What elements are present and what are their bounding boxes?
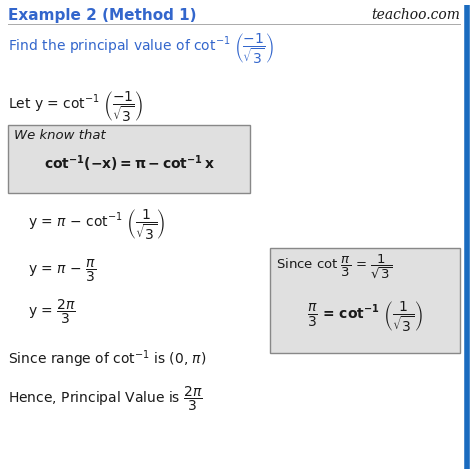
Text: y = $\dfrac{2\pi}{3}$: y = $\dfrac{2\pi}{3}$ [28, 298, 76, 326]
FancyBboxPatch shape [8, 125, 250, 193]
Text: Find the principal value of cot$^{-1}$ $\left(\dfrac{-1}{\sqrt{3}}\right)$: Find the principal value of cot$^{-1}$ $… [8, 32, 273, 66]
Text: $\mathbf{cot^{-1}(-x) = \pi - cot^{-1}\,x}$: $\mathbf{cot^{-1}(-x) = \pi - cot^{-1}\,… [44, 153, 214, 173]
Text: $\dfrac{\pi}{3}$ = $\mathbf{cot^{-1}}$ $\left(\dfrac{1}{\sqrt{3}}\right)$: $\dfrac{\pi}{3}$ = $\mathbf{cot^{-1}}$ $… [307, 300, 423, 334]
Text: Hence, Principal Value is $\dfrac{2\pi}{3}$: Hence, Principal Value is $\dfrac{2\pi}{… [8, 385, 203, 413]
Text: teachoo.com: teachoo.com [371, 8, 460, 22]
Text: y = $\pi$ $-$ $\dfrac{\pi}{3}$: y = $\pi$ $-$ $\dfrac{\pi}{3}$ [28, 258, 96, 284]
Text: Since cot $\dfrac{\pi}{3}$ = $\dfrac{1}{\sqrt{3}}$: Since cot $\dfrac{\pi}{3}$ = $\dfrac{1}{… [276, 253, 393, 282]
Text: Let y = cot$^{-1}$ $\left(\dfrac{-1}{\sqrt{3}}\right)$: Let y = cot$^{-1}$ $\left(\dfrac{-1}{\sq… [8, 90, 143, 124]
Text: Since range of cot$^{-1}$ is (0, $\pi$): Since range of cot$^{-1}$ is (0, $\pi$) [8, 348, 207, 370]
Text: y = $\pi$ $-$ cot$^{-1}$ $\left(\dfrac{1}{\sqrt{3}}\right)$: y = $\pi$ $-$ cot$^{-1}$ $\left(\dfrac{1… [28, 208, 165, 242]
Text: We know that: We know that [14, 129, 106, 142]
Text: Example 2 (Method 1): Example 2 (Method 1) [8, 8, 197, 23]
FancyBboxPatch shape [270, 248, 460, 353]
